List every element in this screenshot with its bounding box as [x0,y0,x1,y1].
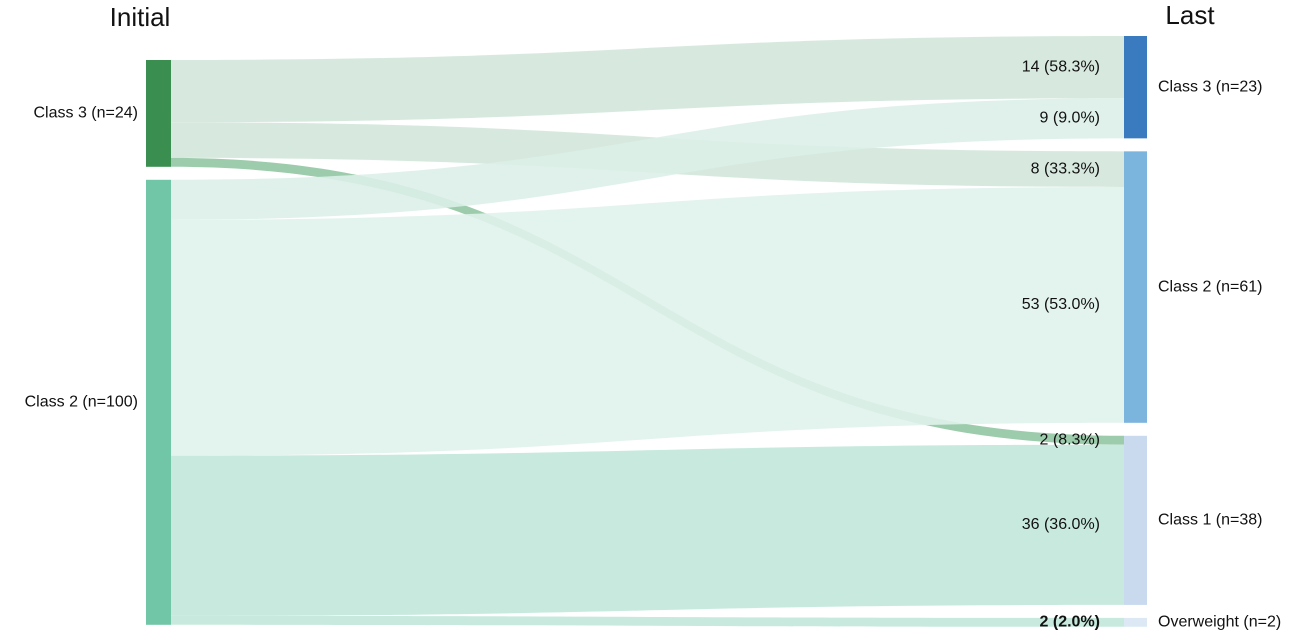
link [171,186,1124,456]
link-label: 2 (8.3%) [1040,431,1100,448]
link-label: 8 (33.3%) [1031,160,1100,177]
node [1124,617,1147,627]
link-label: 9 (9.0%) [1040,110,1100,127]
link [171,36,1124,123]
link [171,615,1124,627]
link [171,444,1124,616]
node-label: Class 1 (n=38) [1158,512,1263,529]
link-label: 36 (36.0%) [1022,516,1100,533]
node [1124,151,1147,423]
link-label: 2 (2.0%) [1040,614,1100,631]
node [146,60,171,167]
node [146,179,171,625]
node [1124,435,1147,605]
node-label: Class 2 (n=61) [1158,278,1263,295]
column-title: Initial [110,2,171,32]
node-label: Overweight (n=2) [1158,614,1281,631]
link [171,98,1124,220]
node-label: Class 3 (n=23) [1158,78,1263,95]
column-title: Last [1165,0,1215,30]
node-label: Class 3 (n=24) [34,105,139,122]
link-label: 53 (53.0%) [1022,296,1100,313]
node [1124,36,1147,139]
node-label: Class 2 (n=100) [25,394,138,411]
link-label: 14 (58.3%) [1022,58,1100,75]
